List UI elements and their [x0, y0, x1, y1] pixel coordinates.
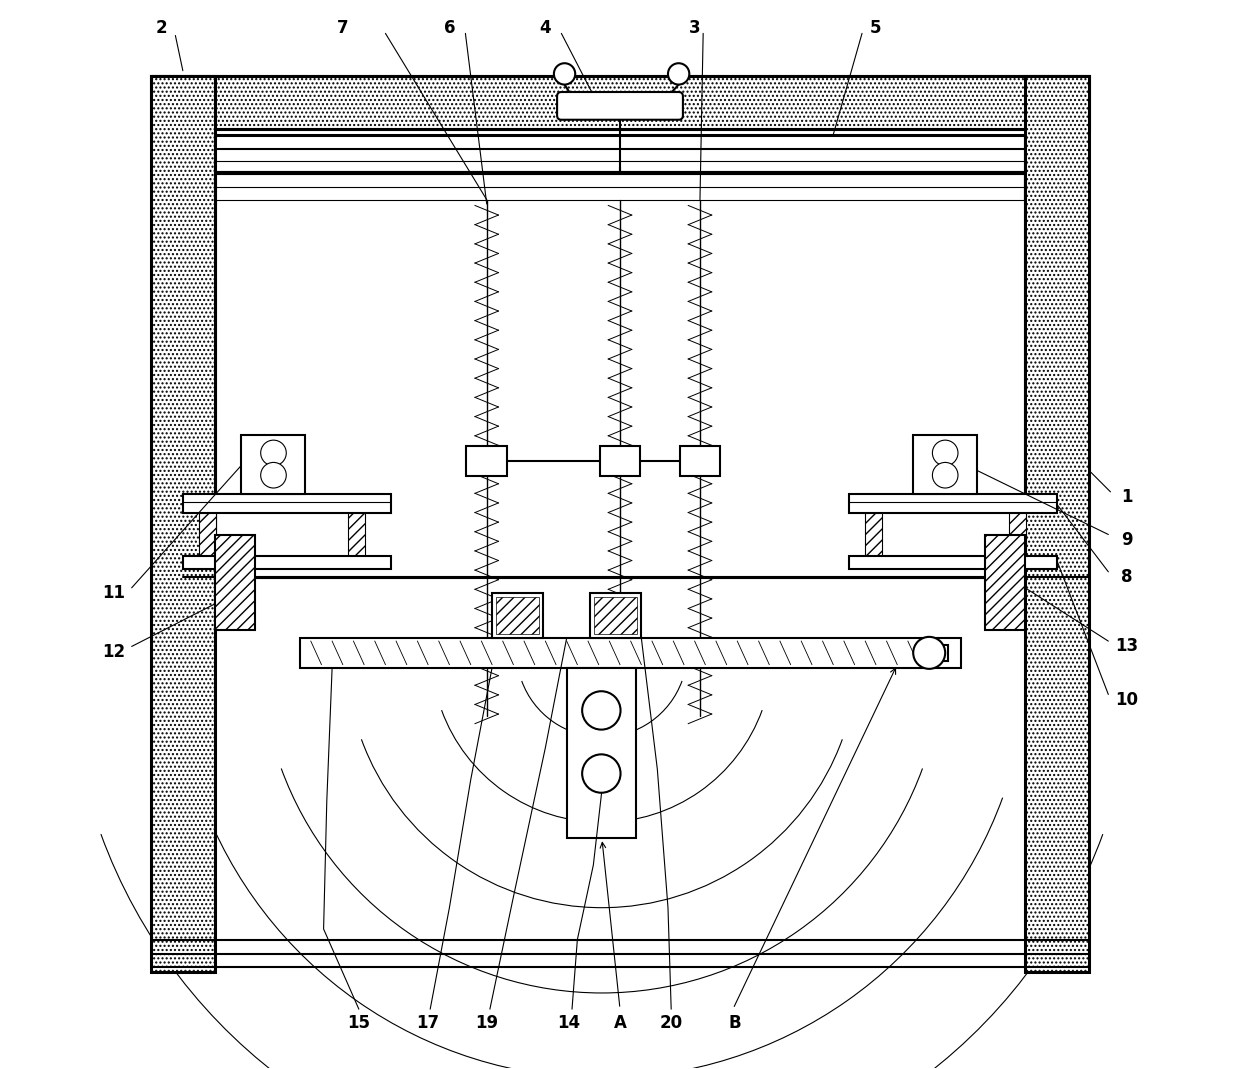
- Bar: [913, 435, 977, 494]
- Circle shape: [668, 63, 689, 84]
- Text: 12: 12: [102, 642, 125, 661]
- Text: 4: 4: [539, 19, 551, 37]
- Bar: [849, 494, 1058, 513]
- Bar: [182, 556, 391, 569]
- Bar: [151, 76, 1089, 129]
- Text: 1: 1: [1121, 489, 1132, 507]
- Text: 9: 9: [1121, 531, 1132, 548]
- Text: 20: 20: [660, 1013, 683, 1032]
- Bar: [1025, 76, 1089, 972]
- Circle shape: [260, 440, 286, 466]
- Bar: [680, 446, 720, 476]
- Text: 11: 11: [102, 584, 125, 602]
- Bar: [215, 172, 1025, 577]
- Bar: [466, 446, 507, 476]
- Bar: [496, 598, 539, 634]
- Circle shape: [554, 63, 575, 84]
- Bar: [1009, 513, 1027, 556]
- Circle shape: [913, 637, 945, 669]
- Text: 14: 14: [557, 1013, 580, 1032]
- Text: 13: 13: [1115, 637, 1138, 655]
- Text: B: B: [729, 1013, 742, 1032]
- Bar: [600, 446, 640, 476]
- Text: 17: 17: [417, 1013, 440, 1032]
- Circle shape: [582, 755, 620, 793]
- Bar: [849, 556, 1058, 569]
- Bar: [242, 435, 305, 494]
- Text: 6: 6: [444, 19, 455, 37]
- Bar: [567, 668, 636, 838]
- Bar: [198, 513, 216, 556]
- Bar: [151, 76, 215, 972]
- Text: A: A: [614, 1013, 626, 1032]
- Text: 15: 15: [347, 1013, 371, 1032]
- Text: 5: 5: [870, 19, 882, 37]
- Bar: [940, 645, 949, 661]
- Text: 19: 19: [475, 1013, 498, 1032]
- Circle shape: [932, 463, 959, 489]
- Circle shape: [582, 692, 620, 730]
- Text: 2: 2: [156, 19, 167, 37]
- Text: 3: 3: [689, 19, 701, 37]
- Bar: [492, 593, 543, 638]
- Bar: [985, 534, 1025, 631]
- Bar: [182, 494, 391, 513]
- Bar: [594, 598, 637, 634]
- Bar: [590, 593, 641, 638]
- Bar: [215, 534, 255, 631]
- Circle shape: [260, 463, 286, 489]
- Circle shape: [932, 440, 959, 466]
- Bar: [300, 638, 961, 668]
- Text: 7: 7: [337, 19, 348, 37]
- Bar: [348, 513, 365, 556]
- Bar: [866, 513, 883, 556]
- FancyBboxPatch shape: [557, 92, 683, 120]
- Text: 10: 10: [1115, 691, 1138, 709]
- Text: 8: 8: [1121, 568, 1132, 586]
